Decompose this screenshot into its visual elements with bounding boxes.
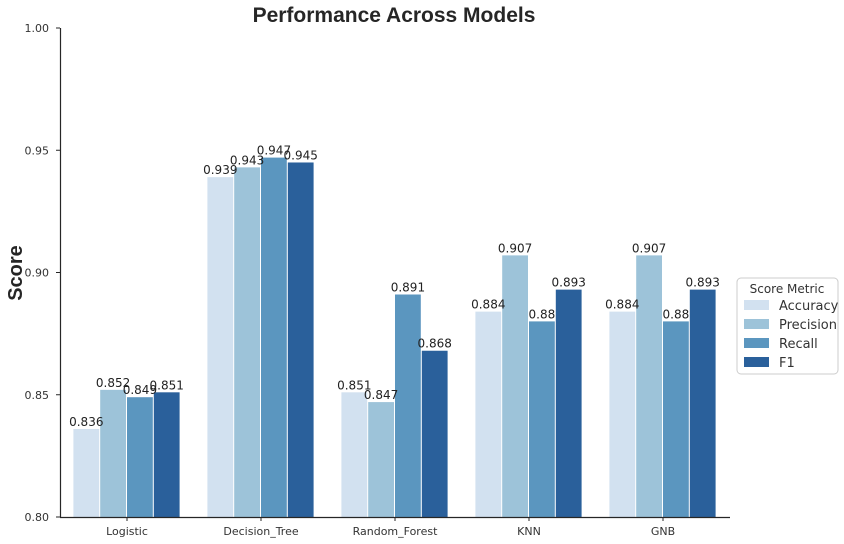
y-axis-label: Score	[5, 245, 27, 301]
data-label: 0.884	[471, 298, 505, 312]
bar-precision-logistic	[100, 389, 126, 517]
y-tick-label: 0.85	[25, 389, 50, 402]
legend-title: Score Metric	[750, 282, 825, 296]
x-tick-label: Logistic	[106, 525, 148, 538]
bar-accuracy-decision_tree	[207, 177, 234, 517]
data-label: 0.884	[605, 298, 639, 312]
bar-recall-knn	[529, 321, 555, 517]
data-labels-group: 0.8360.8520.8490.8510.9390.9430.9470.945…	[69, 144, 720, 429]
legend-label-f1: F1	[779, 356, 795, 371]
y-tick-label: 0.90	[25, 267, 50, 280]
data-label: 0.836	[69, 415, 103, 429]
bar-recall-decision_tree	[261, 157, 287, 517]
bar-accuracy-random_forest	[341, 392, 368, 517]
bar-accuracy-logistic	[73, 428, 100, 517]
data-label: 0.907	[498, 241, 532, 255]
bars-group	[73, 157, 716, 518]
bar-f1-gnb	[689, 289, 716, 517]
chart-title: Performance Across Models	[253, 4, 536, 27]
legend-label-precision: Precision	[779, 318, 837, 333]
data-label: 0.947	[257, 144, 291, 158]
data-label: 0.943	[230, 153, 264, 167]
bar-recall-gnb	[663, 321, 689, 517]
x-tick-label: Decision_Tree	[223, 525, 298, 538]
data-label: 0.851	[150, 378, 184, 392]
data-label: 0.88	[663, 307, 690, 321]
bar-recall-random_forest	[395, 294, 421, 517]
bar-precision-decision_tree	[234, 167, 260, 517]
legend-swatch-f1	[744, 357, 769, 367]
legend: Score Metric Accuracy Precision Recall F1	[736, 277, 839, 375]
data-label: 0.868	[418, 337, 452, 351]
data-label: 0.893	[552, 276, 586, 290]
legend-items: Accuracy Precision Recall F1	[744, 299, 839, 371]
x-tick-label: GNB	[651, 525, 675, 538]
data-label: 0.852	[96, 376, 130, 390]
legend-swatch-precision	[744, 319, 769, 329]
data-label: 0.945	[284, 148, 318, 162]
data-label: 0.891	[391, 281, 425, 295]
bar-precision-gnb	[636, 255, 662, 517]
x-axis-ticks: Logistic Decision_Tree Random_Forest KNN GNB	[106, 517, 675, 538]
data-label: 0.88	[529, 307, 556, 321]
x-tick-label: Random_Forest	[353, 525, 438, 538]
x-tick-label: KNN	[517, 525, 541, 538]
data-label: 0.893	[686, 276, 720, 290]
data-label: 0.907	[632, 241, 666, 255]
y-tick-label: 0.95	[25, 144, 50, 157]
data-label: 0.851	[337, 378, 371, 392]
data-label: 0.939	[203, 163, 237, 177]
bar-f1-logistic	[153, 392, 180, 517]
bar-f1-random_forest	[421, 350, 448, 517]
data-label: 0.847	[364, 388, 398, 402]
legend-swatch-recall	[744, 338, 769, 348]
bar-precision-knn	[502, 255, 528, 517]
y-tick-label: 1.00	[25, 22, 50, 35]
bar-accuracy-gnb	[609, 311, 636, 517]
y-tick-label: 0.80	[25, 511, 50, 524]
bar-f1-decision_tree	[287, 162, 314, 518]
legend-label-recall: Recall	[779, 337, 818, 352]
data-label: 0.849	[123, 383, 157, 397]
bar-accuracy-knn	[475, 311, 502, 517]
bar-f1-knn	[555, 289, 582, 517]
legend-swatch-accuracy	[744, 300, 769, 310]
y-axis-ticks: 0.80 0.85 0.90 0.95 1.00	[25, 22, 60, 524]
bar-precision-random_forest	[368, 402, 394, 517]
bar-recall-logistic	[127, 397, 153, 517]
legend-label-accuracy: Accuracy	[779, 299, 839, 314]
